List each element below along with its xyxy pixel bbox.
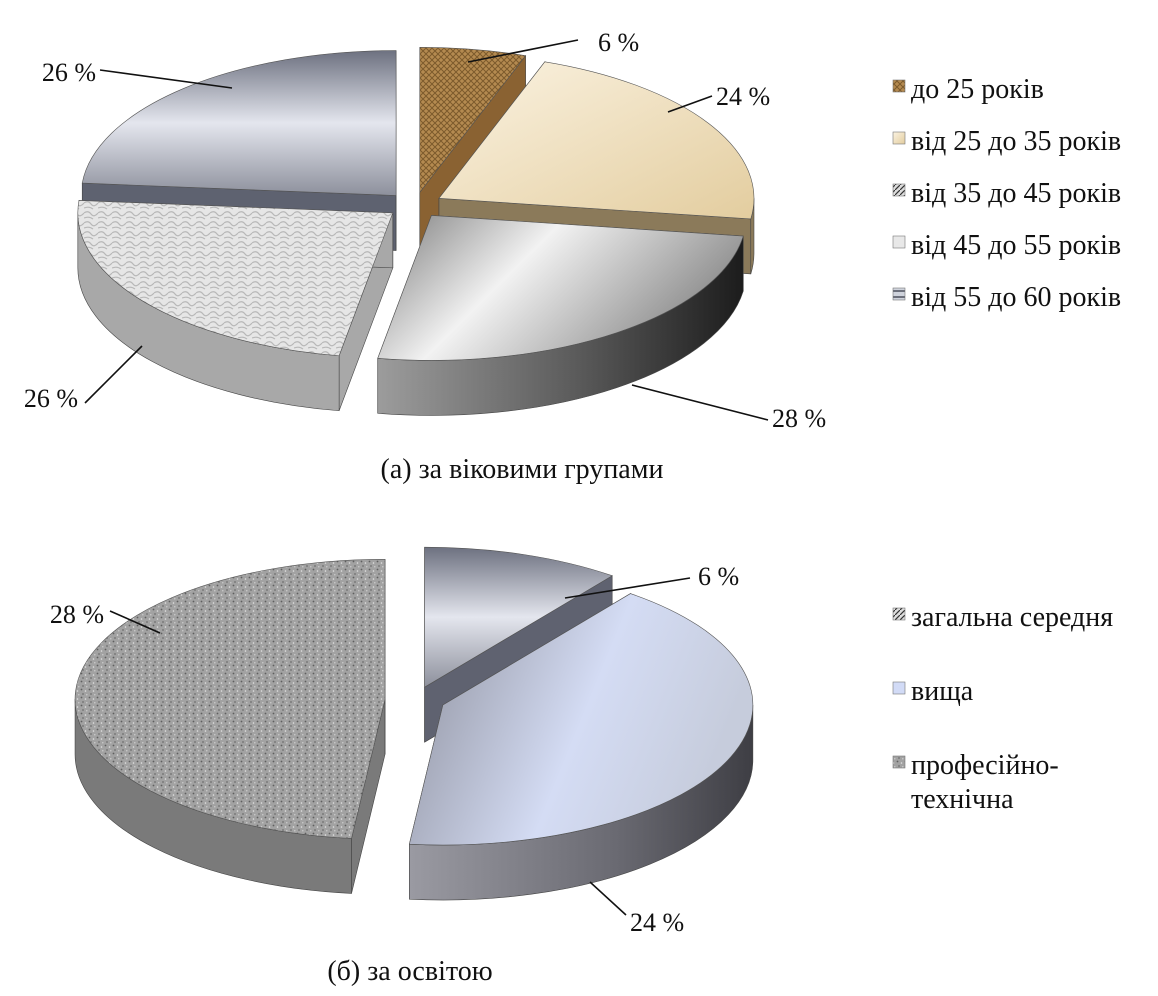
percent-label: 6 %	[698, 562, 739, 591]
chart-caption: (б) за освітою	[327, 956, 492, 987]
slice-top	[438, 61, 755, 220]
pie-chart-2: 6 % 24 % 28 % загальна середня вища професійн…	[50, 546, 1113, 987]
pie-slice-професійно-технічна	[74, 558, 386, 894]
legend-marker	[892, 755, 906, 769]
legend-marker	[892, 235, 906, 249]
slice-top	[81, 50, 397, 196]
leader-line	[631, 384, 769, 421]
legend-label: від 35 до 45 років	[911, 178, 1121, 209]
pie-chart-1: 6 % 24 % 28 % 26 % 26 % до 25 років від 25 до …	[24, 28, 1121, 485]
legend: загальна середня вища професійно-технічна	[892, 602, 1113, 815]
legend-marker	[892, 183, 906, 197]
legend-label: вища	[911, 676, 974, 707]
slice-top	[377, 215, 744, 361]
percent-label: 26 %	[24, 384, 78, 413]
legend-label: професійно-	[911, 750, 1059, 781]
pie-slice-від-45-до-55-років	[77, 200, 394, 412]
percent-label: 6 %	[598, 28, 639, 57]
pie-slice-від-35-до-45-років	[377, 215, 744, 416]
charts-layer: 6 % 24 % 28 % 26 % 26 % до 25 років від 25 до …	[24, 28, 1121, 987]
chart-caption: (а) за віковими групами	[381, 454, 664, 485]
slice-top	[424, 546, 613, 688]
leader-line	[99, 69, 233, 89]
legend-label: технічна	[911, 784, 1014, 815]
leader-line	[109, 610, 161, 634]
pie-slice-вища	[408, 593, 754, 901]
legend-marker	[892, 607, 906, 621]
legend-label: від 55 до 60 років	[911, 282, 1121, 313]
legend-marker	[892, 79, 906, 93]
percent-label: 26 %	[42, 58, 96, 87]
leader-line	[84, 345, 143, 404]
percent-label: 24 %	[716, 82, 770, 111]
slice-top	[408, 593, 754, 846]
leader-line	[589, 881, 627, 916]
legend-marker	[892, 681, 906, 695]
percent-label: 24 %	[630, 908, 684, 937]
legend-label: до 25 років	[911, 74, 1044, 105]
percent-label: 28 %	[772, 404, 826, 433]
leader-line	[564, 577, 691, 599]
slice-top	[419, 46, 527, 194]
legend-label: від 45 до 55 років	[911, 230, 1121, 261]
percent-label: 28 %	[50, 600, 104, 629]
leader-line	[467, 39, 579, 63]
slice-top	[77, 200, 394, 357]
legend: до 25 років від 25 до 35 років від 35 до 4…	[892, 74, 1121, 313]
legend-marker	[892, 287, 906, 301]
legend-label: від 25 до 35 років	[911, 126, 1121, 157]
legend-label: загальна середня	[911, 602, 1113, 633]
leader-line	[667, 95, 713, 113]
legend-marker	[892, 131, 906, 145]
